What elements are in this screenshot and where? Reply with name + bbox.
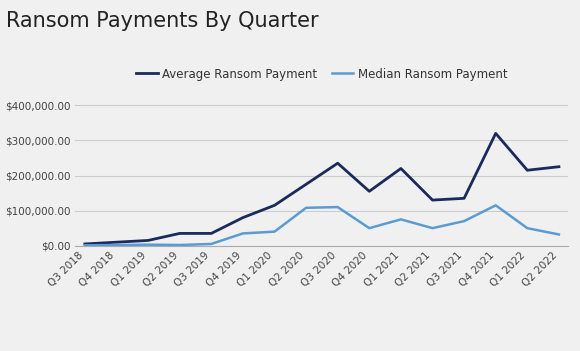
Median Ransom Payment [271,230,278,234]
Median Ransom Payment [334,205,341,209]
Median Ransom Payment [144,243,151,247]
Average Ransom Payment [271,203,278,207]
Average Ransom Payment [429,198,436,202]
Average Ransom Payment [303,182,310,186]
Average Ransom Payment [240,216,246,220]
Average Ransom Payment [556,165,563,169]
Average Ransom Payment [176,231,183,236]
Average Ransom Payment [492,131,499,135]
Average Ransom Payment [397,166,404,171]
Median Ransom Payment [81,243,88,247]
Average Ransom Payment [144,238,151,243]
Median Ransom Payment [492,203,499,207]
Average Ransom Payment [81,242,88,246]
Line: Average Ransom Payment: Average Ransom Payment [85,133,559,244]
Average Ransom Payment [334,161,341,165]
Median Ransom Payment [461,219,467,223]
Median Ransom Payment [176,243,183,247]
Median Ransom Payment [397,217,404,221]
Median Ransom Payment [556,232,563,237]
Legend: Average Ransom Payment, Median Ransom Payment: Average Ransom Payment, Median Ransom Pa… [132,63,512,85]
Median Ransom Payment [429,226,436,230]
Average Ransom Payment [461,196,467,200]
Median Ransom Payment [303,206,310,210]
Average Ransom Payment [366,189,373,193]
Average Ransom Payment [208,231,215,236]
Median Ransom Payment [366,226,373,230]
Text: Ransom Payments By Quarter: Ransom Payments By Quarter [6,11,318,31]
Line: Median Ransom Payment: Median Ransom Payment [85,205,559,245]
Median Ransom Payment [524,226,531,230]
Average Ransom Payment [113,240,120,244]
Median Ransom Payment [208,242,215,246]
Average Ransom Payment [524,168,531,172]
Median Ransom Payment [240,231,246,236]
Median Ransom Payment [113,243,120,247]
